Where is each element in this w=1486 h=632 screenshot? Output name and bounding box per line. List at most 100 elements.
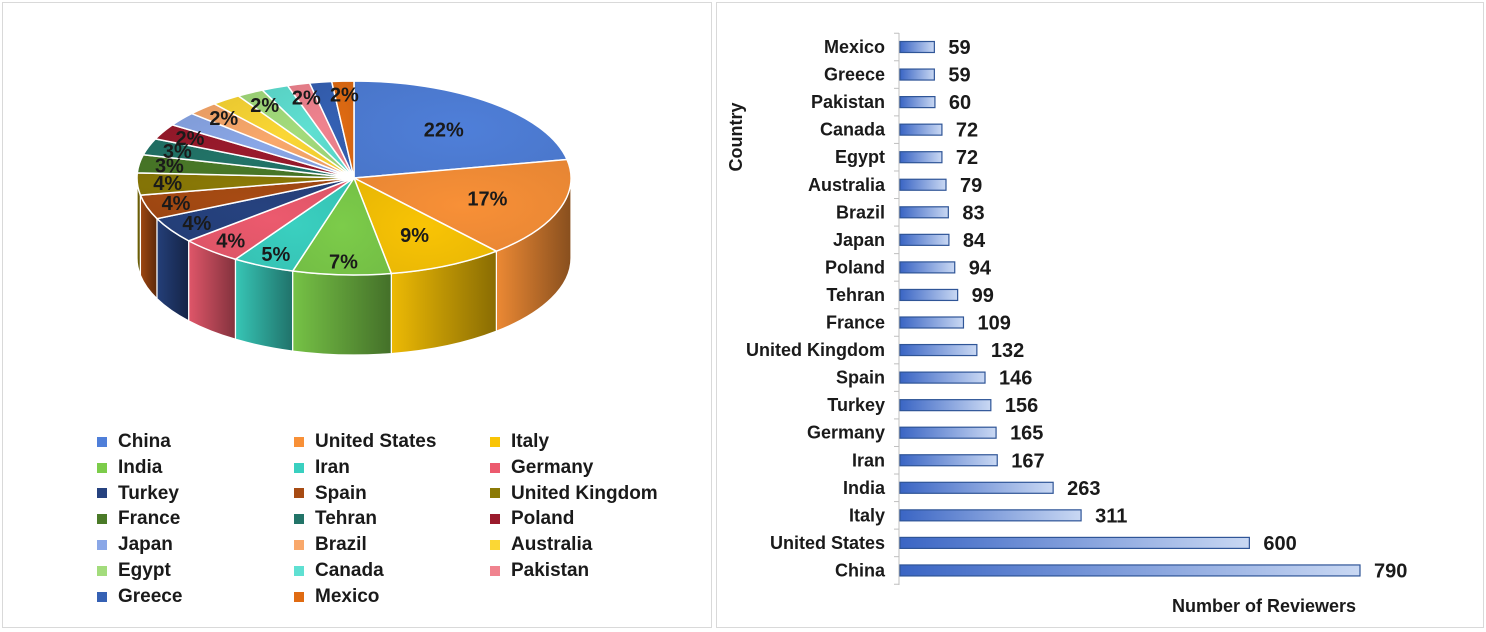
y-tick-label-egypt: Egypt: [835, 147, 885, 167]
legend-label: China: [118, 430, 171, 452]
pie-slice-mexico: [330, 80, 355, 179]
bar-value-label-iran: 167: [1011, 450, 1044, 472]
bar-chart: Mexico 59 Greece 59 Pakistan 60 Canada 72 Egypt 7…: [726, 32, 1407, 616]
bar-value-label-china: 790: [1374, 560, 1407, 582]
y-tick-label-japan: Japan: [833, 230, 885, 250]
bar-value-label-italy: 311: [1095, 505, 1127, 527]
legend-swatch: [490, 488, 500, 499]
legend-label: United Kingdom: [511, 482, 658, 504]
bar-value-label-mexico: 59: [948, 37, 970, 59]
legend-label: Greece: [118, 585, 183, 607]
bar-egypt: [899, 151, 943, 164]
pie-data-label-germany: 4%: [216, 231, 245, 253]
pie-side-india: [292, 270, 392, 356]
legend-swatch: [97, 540, 107, 551]
legend-item-spain: Spain: [294, 483, 490, 505]
legend-item-canada: Canada: [294, 560, 490, 582]
y-tick-label-brazil: Brazil: [836, 202, 885, 222]
y-tick-label-united-states: United States: [770, 533, 885, 553]
y-tick-label-tehran: Tehran: [826, 285, 885, 305]
y-axis-title: Country: [726, 103, 746, 172]
pie-data-label-pakistan: 2%: [292, 87, 321, 109]
legend-item-poland: Poland: [490, 508, 690, 530]
legend-swatch: [294, 591, 304, 602]
y-tick-label-germany: Germany: [807, 423, 885, 443]
legend-swatch: [490, 462, 500, 473]
pie-data-label-egypt: 2%: [250, 95, 279, 117]
legend-item-australia: Australia: [490, 534, 690, 556]
pie-chart-panel: 22% 17% 9% 7% 5% 4% 4% 4% 4% 3% 3% 2% 2% 2% 2% 2% China…: [2, 2, 712, 628]
pie-data-label-turkey: 4%: [182, 213, 211, 235]
legend-label: Japan: [118, 534, 173, 556]
legend-label: France: [118, 508, 181, 530]
legend-swatch: [490, 514, 500, 525]
bar-united-states: [899, 536, 1250, 550]
legend-label: Germany: [511, 456, 594, 478]
legend-label: United States: [315, 430, 437, 452]
pie-slice-china: [353, 80, 569, 179]
legend-item-pakistan: Pakistan: [490, 560, 690, 582]
legend-swatch: [294, 514, 304, 525]
legend-swatch: [490, 540, 500, 551]
legend-item-turkey: Turkey: [97, 483, 294, 505]
bar-germany: [899, 426, 997, 439]
pie-slice-italy: [352, 176, 499, 275]
bar-value-label-turkey: 156: [1005, 395, 1038, 417]
y-tick-label-australia: Australia: [808, 175, 886, 195]
bar-australia: [899, 178, 947, 191]
bar-pakistan: [899, 95, 936, 109]
legend-label: Spain: [315, 482, 367, 504]
pie-slice-india: [291, 176, 393, 276]
bar-japan: [899, 233, 950, 246]
legend-item-china: China: [97, 431, 294, 453]
legend-label: Iran: [315, 456, 350, 478]
legend-item-italy: Italy: [490, 431, 690, 453]
y-tick-label-china: China: [835, 560, 886, 580]
y-tick-label-turkey: Turkey: [827, 395, 885, 415]
legend-swatch: [294, 462, 304, 473]
legend-swatch: [294, 565, 304, 576]
pie-labels: 22%17%9%7%5%4%4%4%4%3%3%2%2%2% 2% 2%: [153, 85, 507, 274]
pie-top: [136, 80, 572, 276]
legend-label: Pakistan: [511, 559, 590, 581]
bar-value-label-france: 109: [977, 313, 1010, 335]
pie-side-iran: [234, 258, 294, 352]
pie-data-label-tehran: 3%: [163, 141, 192, 163]
bar-mexico: [899, 40, 935, 54]
bar-value-label-poland: 94: [969, 257, 992, 279]
legend-item-germany: Germany: [490, 457, 690, 479]
y-tick-label-pakistan: Pakistan: [811, 92, 885, 112]
bar-iran: [899, 454, 998, 467]
pie-data-label-spain: 4%: [162, 193, 191, 215]
x-axis-title: Number of Reviewers: [1172, 596, 1356, 616]
bar-value-label-egypt: 72: [956, 147, 978, 169]
legend-item-united-kingdom: United Kingdom: [490, 483, 690, 505]
legend-item-brazil: Brazil: [294, 534, 490, 556]
bar-france: [899, 316, 965, 329]
y-tick-label-iran: Iran: [852, 450, 885, 470]
legend-swatch: [294, 540, 304, 551]
bar-value-label-united-kingdom: 132: [991, 340, 1024, 362]
bar-tehran: [899, 288, 959, 302]
legend-item-united-states: United States: [294, 431, 490, 453]
legend-swatch: [97, 591, 107, 602]
y-tick-label-poland: Poland: [825, 257, 885, 277]
pie-data-label-italy: 9%: [400, 225, 429, 247]
y-tick-label-spain: Spain: [836, 368, 885, 388]
y-tick-label-canada: Canada: [820, 120, 886, 140]
pie-data-label-poland: 2%: [176, 128, 205, 150]
legend-label: Poland: [511, 508, 575, 530]
y-tick-label-united-kingdom: United Kingdom: [746, 340, 885, 360]
legend-swatch: [97, 514, 107, 525]
legend-item-tehran: Tehran: [294, 508, 490, 530]
bar-value-label-australia: 79: [960, 175, 982, 197]
pie-data-label-india: 7%: [329, 251, 358, 273]
legend-label: Egypt: [118, 559, 171, 581]
legend-label: Italy: [511, 430, 550, 452]
legend-swatch: [97, 462, 107, 473]
pie-data-label-iran: 5%: [261, 244, 290, 266]
pie-data-label-france: 3%: [155, 156, 184, 178]
legend-swatch: [490, 436, 500, 447]
bar-value-label-greece: 59: [948, 65, 970, 87]
y-tick-label-france: France: [826, 313, 885, 333]
